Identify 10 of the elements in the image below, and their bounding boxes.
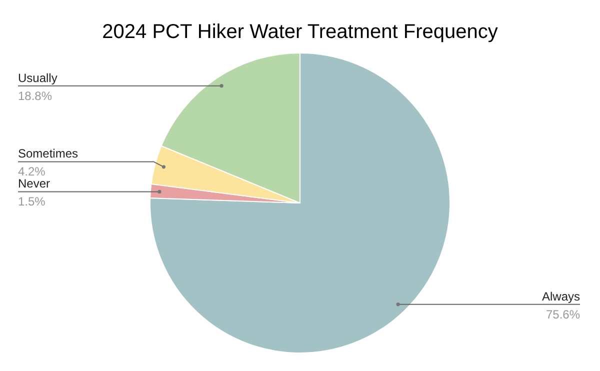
data-label: 1.5%	[18, 194, 46, 209]
slice-label: Always	[542, 289, 580, 304]
slice-label: Sometimes	[18, 146, 78, 161]
slice-label: Never	[18, 176, 50, 191]
data-label: 18.8%	[18, 88, 52, 103]
chart-title: 2024 PCT Hiker Water Treatment Frequency	[102, 21, 498, 43]
data-label: 4.2%	[18, 164, 46, 179]
pie-slice	[150, 52, 450, 354]
slice-label: Usually	[18, 70, 58, 85]
data-label: 75.6%	[546, 307, 580, 322]
